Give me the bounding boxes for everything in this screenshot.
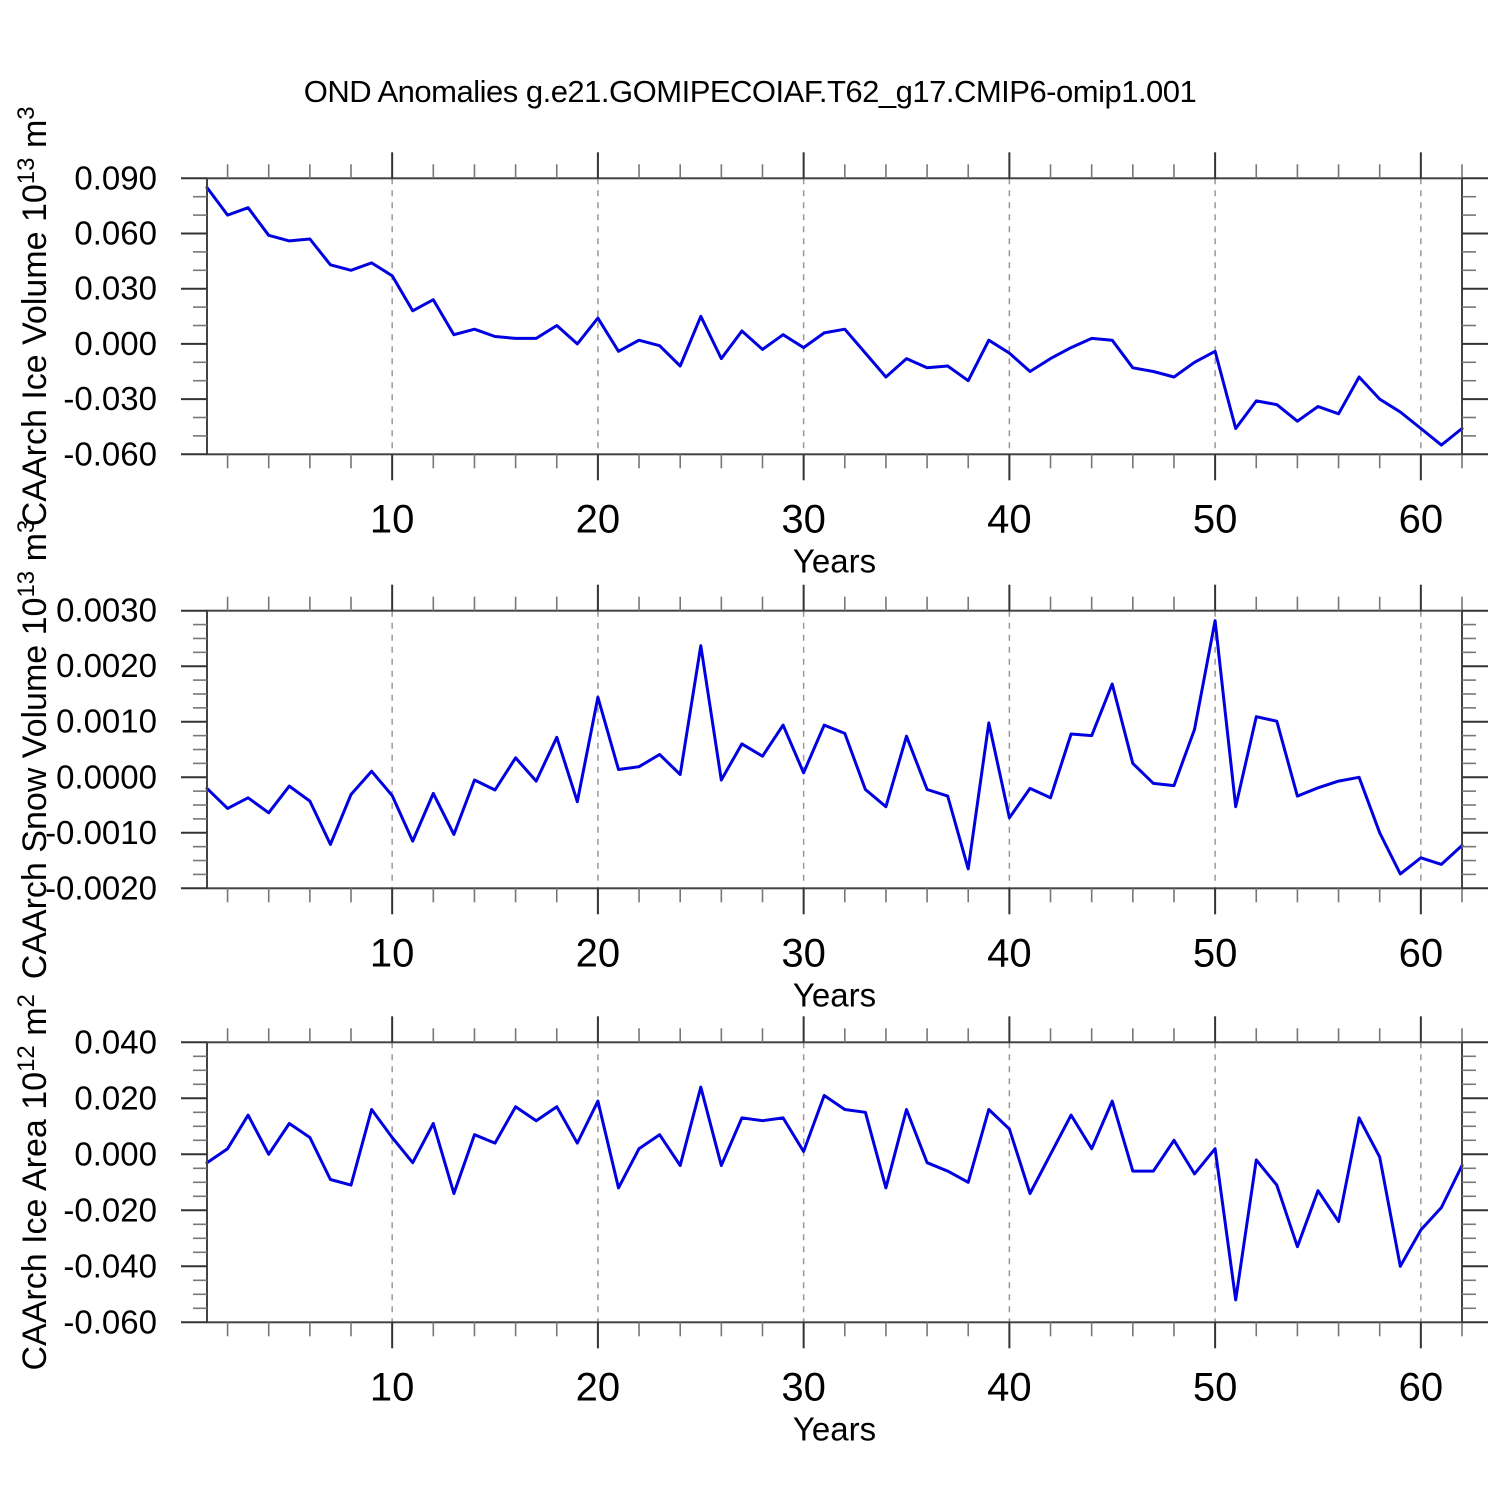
panel-2: 10 20 30 40 50 60 0.0030 0.0020 0.0010 0.0000 -0.0…: [13, 520, 1488, 1013]
panel-1-gridlines: [391, 178, 1422, 455]
x-axis-label: Years: [793, 542, 876, 579]
x-tick-label: 60: [1399, 497, 1444, 541]
x-tick-label: 30: [781, 931, 826, 975]
y-tick-label: -0.0020: [45, 869, 157, 906]
y-tick-label: 0.020: [74, 1079, 157, 1116]
y-tick-label: -0.030: [63, 380, 157, 417]
plot-frame: [206, 609, 1463, 890]
plot-frame: [206, 177, 1463, 456]
x-tick-label: 40: [987, 497, 1032, 541]
y-axis-label: CAArch Snow Volume 1013 m3: [13, 520, 54, 980]
x-tick-label: 40: [987, 1365, 1032, 1409]
x-axis-label: Years: [793, 976, 876, 1013]
series-line: [205, 1085, 1464, 1302]
y-tick-label: 0.090: [74, 159, 157, 196]
x-tick-label: 10: [370, 497, 415, 541]
x-tick-label: 60: [1399, 931, 1444, 975]
x-axis-label: Years: [793, 1410, 876, 1447]
x-tick-label: 20: [576, 1365, 621, 1409]
panel-1: 10 20 30 40 50 60 0.090 0.060 0.030 0.000 -0.030 -0…: [13, 106, 1488, 579]
chart-title: OND Anomalies g.e21.GOMIPECOIAF.T62_g17.…: [303, 74, 1197, 109]
y-tick-label: -0.060: [63, 1303, 157, 1340]
y-axis-label: CAArch Ice Volume 1013 m3: [13, 106, 54, 526]
x-tick-label: 10: [370, 1365, 415, 1409]
panel-3-ticks: [181, 1016, 1488, 1349]
y-tick-label: -0.020: [63, 1191, 157, 1228]
x-tick-label: 50: [1193, 1365, 1238, 1409]
y-tick-label: 0.000: [74, 325, 157, 362]
y-tick-label: -0.060: [63, 435, 157, 472]
x-tick-label: 50: [1193, 931, 1238, 975]
y-axis-label: CAArch Ice Area 1012 m2: [13, 994, 54, 1370]
y-tick-label: 0.0010: [56, 703, 157, 740]
y-tick-label: 0.030: [74, 270, 157, 307]
panel-3-gridlines: [391, 1042, 1422, 1323]
y-tick-label: -0.0010: [45, 814, 157, 851]
series-line: [205, 186, 1464, 447]
panel-2-ticks: [181, 584, 1488, 915]
y-tick-label: 0.000: [74, 1135, 157, 1172]
x-tick-label: 50: [1193, 497, 1238, 541]
panel-3: 10 20 30 40 50 60 0.040 0.020 0.000 -0.020 -0.040 -…: [13, 994, 1488, 1447]
y-tick-label: -0.040: [63, 1247, 157, 1284]
y-tick-label: 0.060: [74, 215, 157, 252]
x-tick-label: 20: [576, 497, 621, 541]
panel-1-ticks: [181, 152, 1488, 481]
x-tick-label: 10: [370, 931, 415, 975]
x-tick-label: 30: [781, 1365, 826, 1409]
y-tick-label: 0.0000: [56, 758, 157, 795]
x-tick-label: 30: [781, 497, 826, 541]
y-tick-label: 0.0030: [56, 592, 157, 629]
panel-2-gridlines: [391, 610, 1422, 889]
x-tick-label: 60: [1399, 1365, 1444, 1409]
y-tick-label: 0.0020: [56, 647, 157, 684]
y-tick-label: 0.040: [74, 1023, 157, 1060]
x-tick-label: 40: [987, 931, 1032, 975]
x-tick-label: 20: [576, 931, 621, 975]
series-line: [205, 619, 1464, 876]
